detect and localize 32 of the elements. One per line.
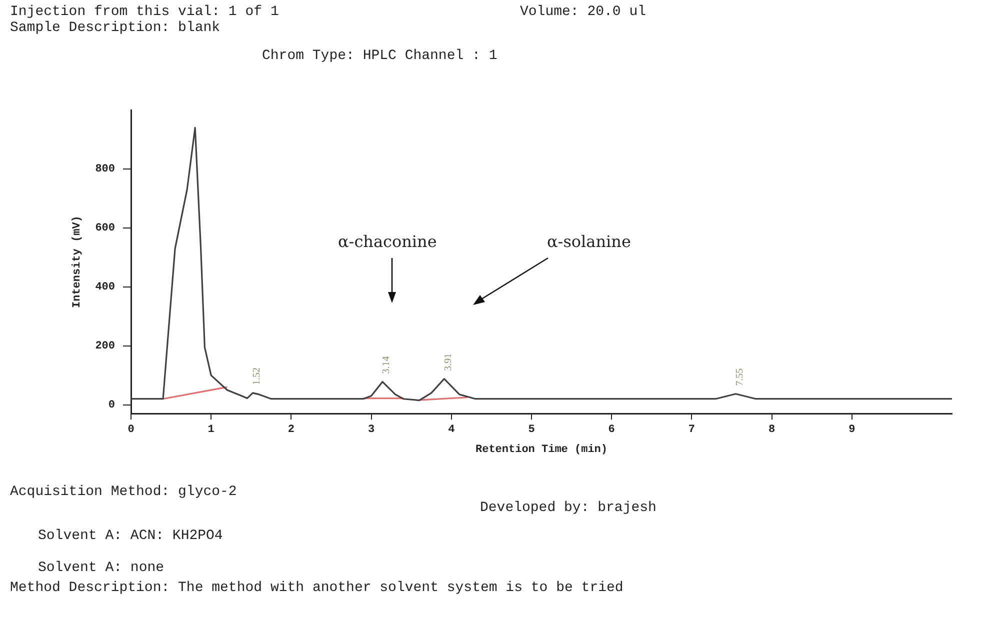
x-tick-label: 0 [128,424,134,436]
text: Solvent A: ACN: KH2PO4 [38,528,223,544]
text: Volume: 20.0 ul [520,4,646,20]
x-tick-label: 6 [608,424,615,436]
y-tick-label: 800 [95,164,116,176]
y-tick-label: 600 [95,222,116,235]
annotation: α-chaconine [338,232,437,251]
x-tick-label: 3 [368,424,375,436]
x-tick-label: 9 [848,424,856,436]
text: Sample Description: blank [10,20,220,36]
x-tick-label: 5 [528,424,536,436]
x-tick-label: 4 [448,424,456,436]
x-tick-label: 7 [688,424,695,436]
x-axis-title: Retention Time (min) [475,444,608,456]
annotation: 7.55 [734,368,746,386]
annotation: 3.14 [381,356,392,374]
text: Solvent A: none [38,560,164,576]
x-tick-label: 2 [288,424,294,436]
y-tick-label: 400 [95,282,116,294]
x-tick-label: 1 [208,424,215,436]
text: Developed by: brajesh [480,500,656,516]
text: Method Description: The method with another solvent system is to be tried [10,580,624,596]
x-tick-label: 8 [768,424,776,436]
text: Acquisition Method: glyco-2 [10,484,237,500]
y-tick-label: 200 [95,340,116,353]
chart-title: Chrom Type: HPLC Channel : 1 [262,48,498,64]
y-tick-label: 0 [108,400,116,412]
annotation: α-solanine [547,232,631,251]
annotation: 1.52 [251,367,262,385]
text: Injection from this vial: 1 of 1 [10,4,279,20]
y-axis-title: Intensity (mV) [71,216,84,308]
annotation: 3.91 [442,353,454,371]
